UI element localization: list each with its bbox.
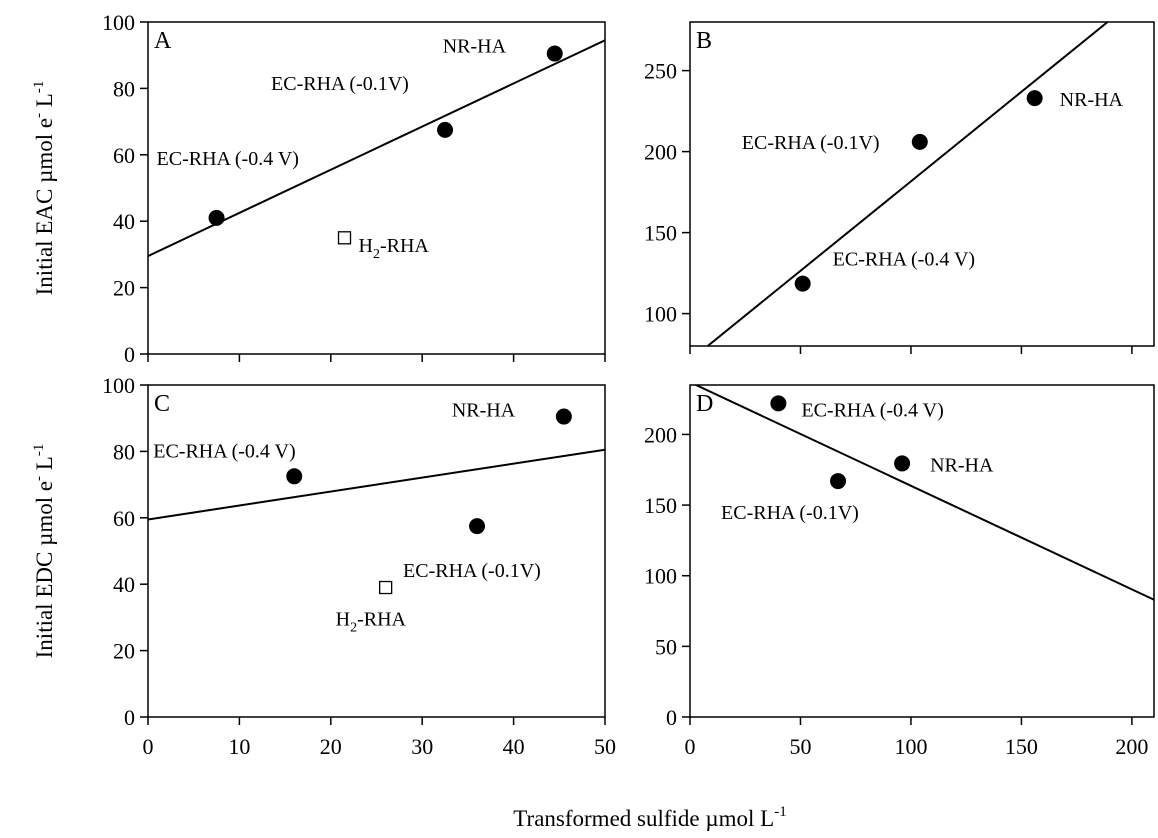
panel-a-y-tick-label: 0	[124, 342, 135, 367]
panel-a-point-label: NR-HA	[443, 36, 507, 58]
panel-b-point	[794, 275, 811, 292]
panel-c-point-label: EC-RHA (-0.1V)	[403, 560, 541, 582]
panel-d-fit-line	[693, 385, 1154, 601]
panel-d-x-tick-label: 100	[894, 734, 927, 759]
panel-c-point	[286, 468, 303, 485]
panel-d-point	[894, 455, 911, 472]
panel-c-y-tick-label: 40	[113, 572, 135, 597]
panel-d: D 0 50 100 150 200 0 50 100 150 200 EC-RHA (-0.4 V)…	[644, 384, 1155, 759]
panel-a-y-tick-label: 20	[113, 276, 135, 301]
panel-c-point-label: NR-HA	[452, 400, 516, 422]
panel-a-point	[546, 45, 563, 62]
panel-b-y-tick-label: 200	[644, 140, 677, 165]
y-axis-title-top: Initial EAC µmol e- L-1	[31, 81, 57, 296]
panel-b-point	[911, 133, 928, 150]
panel-c-point-label: EC-RHA (-0.4 V)	[153, 440, 295, 462]
panel-d-frame	[689, 384, 1155, 718]
panel-a-point	[337, 231, 352, 245]
panel-c-x-tick-label: 20	[320, 734, 342, 759]
panel-d-point-label: EC-RHA (-0.4 V)	[801, 399, 943, 421]
panel-a-point-label: EC-RHA (-0.4 V)	[157, 148, 299, 170]
panel-d-y-tick-label: 50	[655, 634, 677, 659]
panel-a-point-label: H2-RHA	[359, 235, 430, 262]
panel-c-fit-line	[148, 448, 605, 521]
panel-c-x-tick-label: 10	[228, 734, 250, 759]
panel-d-x-tick-label: 0	[685, 734, 696, 759]
panel-c-letter: C	[154, 391, 170, 417]
panel-c-x-tick-label: 50	[594, 734, 616, 759]
panel-c-frame	[147, 384, 606, 718]
panel-c-x-tick-label: 30	[411, 734, 433, 759]
panel-b-frame	[689, 21, 1155, 347]
panel-d-y-tick-label: 100	[644, 564, 677, 589]
panel-c-point	[555, 408, 572, 425]
panel-c-y-tick-label: 80	[113, 439, 135, 464]
panel-d-letter: D	[696, 391, 713, 417]
panel-c: C 0 10 20 30 40 50 0 20 40 60 80 100 EC-RHA (-0.4 V) E…	[102, 373, 616, 759]
panel-c-y-tick-label: 100	[102, 373, 135, 398]
panel-c-point	[469, 518, 486, 535]
panel-a-letter: A	[154, 28, 172, 54]
panel-d-point-label: NR-HA	[930, 454, 994, 476]
panel-d-y-tick-label: 200	[644, 422, 677, 447]
panel-b-point-label: NR-HA	[1060, 89, 1124, 111]
panel-b-y-tick-label: 150	[644, 221, 677, 246]
panel-a-y-tick-label: 60	[113, 143, 135, 168]
panel-a-point	[437, 121, 454, 138]
panel-c-y-tick-label: 60	[113, 506, 135, 531]
panel-c-x-tick-label: 40	[503, 734, 525, 759]
panel-c-y-tick-label: 0	[124, 705, 135, 730]
panel-d-y-tick-label: 0	[666, 705, 677, 730]
panel-d-x-tick-label: 200	[1115, 734, 1148, 759]
panel-b-point	[1026, 90, 1043, 107]
panel-b-y-tick-label: 250	[644, 59, 677, 84]
panel-b-point-label: EC-RHA (-0.4 V)	[833, 249, 975, 271]
panel-c-point-label: H2-RHA	[336, 609, 407, 636]
panel-c-x-tick-label: 0	[143, 734, 154, 759]
panel-b-y-tick-label: 100	[644, 302, 677, 327]
panel-a-y-tick-label: 100	[102, 10, 135, 35]
x-axis-title: Transformed sulfide µmol L-1	[513, 804, 786, 831]
panel-c-point	[378, 580, 393, 595]
panel-d-x-tick-label: 50	[789, 734, 811, 759]
panel-b-fit-line	[707, 22, 1109, 346]
panel-a-y-tick-label: 40	[113, 209, 135, 234]
panel-a-frame	[147, 21, 606, 355]
panel-b-point-label: EC-RHA (-0.1V)	[742, 132, 880, 154]
panel-d-y-tick-label: 150	[644, 493, 677, 518]
panel-d-point-label: EC-RHA (-0.1V)	[721, 502, 859, 524]
panel-b: B 100 150 200 250 EC-RHA (-0.4 V) EC-RHA (-0.1…	[644, 21, 1155, 354]
panel-c-y-tick-label: 20	[113, 639, 135, 664]
panel-d-x-tick-label: 150	[1005, 734, 1038, 759]
panel-b-letter: B	[696, 28, 712, 54]
y-axis-title-bottom: Initial EDC µmol e- L-1	[31, 444, 57, 659]
panel-a-y-tick-label: 80	[113, 76, 135, 101]
panel-a-point	[208, 209, 225, 226]
panel-a: A 0 20 40 60 80 100 EC-RHA (-0.4 V) EC-RHA (-0.1…	[102, 10, 606, 367]
panel-d-point	[770, 395, 787, 412]
panel-d-point	[830, 473, 847, 490]
panel-a-point-label: EC-RHA (-0.1V)	[271, 73, 409, 95]
